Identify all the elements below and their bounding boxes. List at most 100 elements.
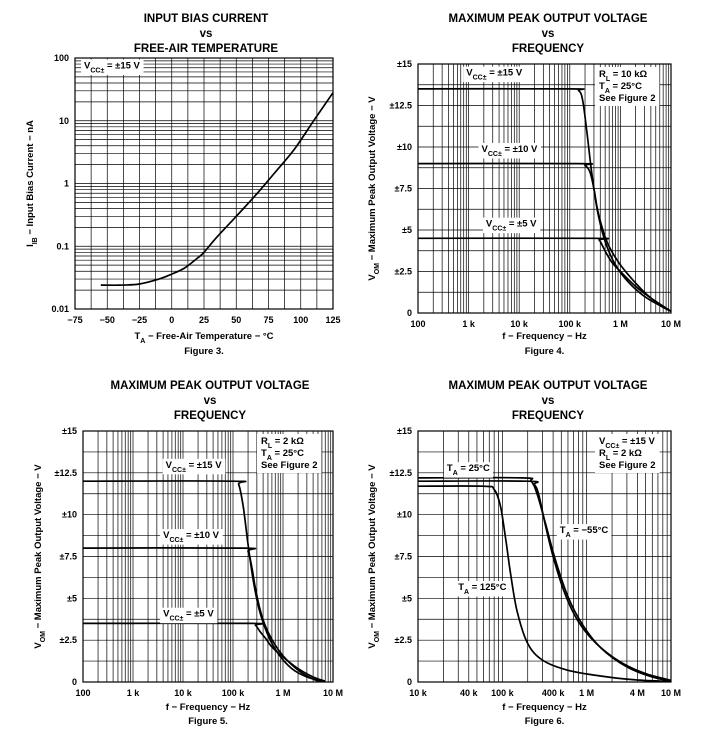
plot-frame [417,430,672,683]
series-line-3 [82,622,326,683]
chart-title-line: MAXIMUM PEAK OUTPUT VOLTAGE [449,13,648,25]
series-label: VCC±​ = ±10 V [482,144,539,158]
series-label: TA​ = 125°C [458,582,506,596]
x-tick-label: 100 [75,688,90,698]
x-tick-label: 100 k [491,688,515,698]
condition-label: TA​ = 25°C [599,81,642,95]
plot-frame [82,430,334,683]
series-line-1 [82,480,323,683]
y-tick-label: ±2.5 [395,267,412,277]
series-label-bg [160,529,223,545]
x-tick-label: 1 M [275,688,290,698]
series-label: VCC±​ = ±15 V [466,68,523,82]
series-label: VCC±​ = ±15 V [84,61,141,75]
y-tick-label: ±15 [397,426,412,436]
series-label-bg [81,59,144,76]
y-tick-label: ±15 [62,426,77,436]
chart-3: MAXIMUM PEAK OUTPUT VOLTAGE vs FREQUENCY 10… [33,380,343,727]
y-tick-label: ±15 [397,59,412,69]
chart-title-line: FREQUENCY [174,410,247,422]
y-tick-label: ±2.5 [395,635,412,645]
x-tick-label: 40 k [460,688,479,698]
condition-label: RL​ = 10 kΩ [599,69,647,83]
x-tick-label: 1 k [127,688,141,698]
y-tick-label: ±10 [397,142,412,152]
chart-title-line: MAXIMUM PEAK OUTPUT VOLTAGE [111,380,310,392]
series-label-bg [443,462,493,478]
y-tick-label: ±10 [397,510,412,520]
figure-caption: Figure 6. [525,716,565,727]
y-tick-label: ±5 [67,593,77,603]
series-label-bg [160,607,218,624]
series-line-1 [417,87,672,313]
x-tick-label: −25 [132,315,147,325]
x-tick-label: 10 M [323,688,343,698]
y-tick-label: 0.01 [51,304,69,314]
series-line-3 [417,237,672,313]
series-label-bg [455,580,510,597]
x-tick-label: −50 [100,315,115,325]
y-tick-label: 0 [407,677,412,687]
chart-1: INPUT BIAS CURRENT vs FREE-AIR TEMPERATURE… [25,13,341,357]
figure-caption: Figure 3. [184,346,224,357]
chart-4: MAXIMUM PEAK OUTPUT VOLTAGE vs FREQUENCY 10… [367,380,681,727]
condition-label: See Figure 2 [261,460,318,471]
chart-title-line: vs [200,28,213,40]
y-tick-label: 0 [407,308,412,318]
y-tick-label: ±12.5 [55,468,77,478]
y-tick-label: ±7.5 [60,552,77,562]
x-tick-label: 10 k [510,319,529,329]
x-axis-label: f − Frequency − Hz [166,702,251,713]
series-line-1 [100,92,334,287]
series-line-1 [417,480,672,682]
y-tick-label: 100 [54,53,69,63]
figure-caption: Figure 4. [525,346,565,357]
series-label: VCC±​ = ±10 V [163,530,220,544]
conditions-bg [595,67,660,106]
condition-label: See Figure 2 [599,93,656,104]
series-label-bg [556,524,612,540]
chart-title-line: MAXIMUM PEAK OUTPUT VOLTAGE [449,380,648,392]
y-tick-label: ±7.5 [395,184,412,194]
x-tick-label: 10 k [174,688,193,698]
x-tick-label: 0 [169,315,174,325]
x-tick-label: −75 [67,315,82,325]
x-axis-label: TA − Free-Air Temperature − °C [134,331,273,345]
y-axis-label: VOM − Maximum Peak Output Voltage − V [367,464,381,649]
y-tick-label: ±5 [402,225,412,235]
y-axis-label: VOM − Maximum Peak Output Voltage − V [367,96,381,281]
y-tick-label: 10 [59,116,69,126]
x-tick-label: 100 [293,315,308,325]
chart-title-line: FREE-AIR TEMPERATURE [134,43,279,55]
x-axis-label: f − Frequency − Hz [502,702,587,713]
series-label-bg [463,66,526,83]
condition-label: TA​ = 25°C [261,448,304,462]
y-tick-label: 1 [64,179,69,189]
gridlines [74,57,334,310]
x-tick-label: 100 k [222,688,246,698]
condition-label: See Figure 2 [599,460,656,471]
y-tick-label: ±12.5 [390,468,412,478]
y-tick-label: ±5 [402,593,412,603]
x-tick-label: 1 k [462,319,476,329]
x-tick-label: 50 [231,315,241,325]
x-tick-label: 10 k [409,688,428,698]
y-tick-label: ±2.5 [60,635,77,645]
series-label: VCC±​ = ±5 V [486,219,537,233]
conditions-bg [595,434,660,473]
plot-frame [417,63,672,314]
series-line-3 [417,485,672,683]
series-label: TA​ = 25°C [447,463,490,477]
x-tick-label: 10 M [661,319,681,329]
series-label-bg [482,217,541,234]
chart-title-line: FREQUENCY [512,43,585,55]
y-axis-label: IIB − Input Bias Current − nA [25,120,39,247]
conditions-bg [257,434,322,473]
chart-title-line: vs [204,395,217,407]
series-label: TA​ = −55°C [560,525,609,539]
series-label-bg [162,458,226,475]
x-tick-label: 400 k [542,688,566,698]
